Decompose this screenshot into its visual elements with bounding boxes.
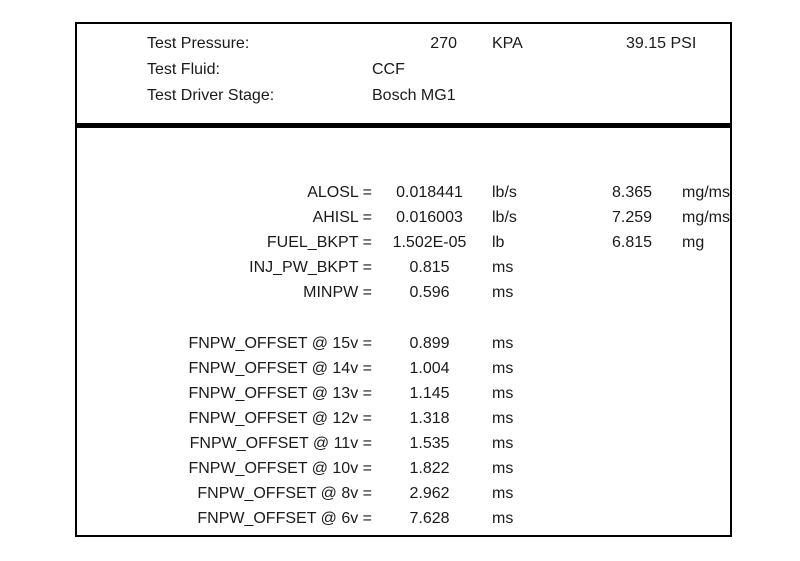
- fnpw-offset-11v-value: 1.535: [409, 435, 450, 452]
- param-row-minpw: MINPW = 0.596 ms: [77, 280, 730, 305]
- ahisl-label: AHISL =: [312, 209, 372, 226]
- fnpw-offset-6v-label: FNPW_OFFSET @ 6v =: [197, 510, 372, 527]
- ahisl-value: 0.016003: [396, 209, 463, 226]
- ahisl-unit: lb/s: [492, 209, 517, 226]
- ahisl-alt-value: 7.259: [612, 209, 653, 226]
- alosl-unit: lb/s: [492, 184, 517, 201]
- fnpw-offset-8v-value: 2.962: [409, 485, 450, 502]
- test-driver-stage-value: Bosch MG1: [372, 87, 456, 104]
- fnpw-offset-6v-value: 7.628: [409, 510, 450, 527]
- offset-row-10v: FNPW_OFFSET @ 10v = 1.822 ms: [77, 456, 730, 481]
- fnpw-offset-13v-value: 1.145: [409, 385, 450, 402]
- fnpw-offset-15v-unit: ms: [492, 335, 514, 352]
- fnpw-offset-12v-label: FNPW_OFFSET @ 12v =: [188, 410, 372, 427]
- test-driver-stage-label: Test Driver Stage:: [147, 87, 275, 104]
- fuel-bkpt-label: FUEL_BKPT =: [266, 234, 372, 251]
- fnpw-offset-10v-label: FNPW_OFFSET @ 10v =: [188, 460, 372, 477]
- inj-pw-bkpt-label: INJ_PW_BKPT =: [249, 259, 372, 276]
- ahisl-alt-unit: mg/ms: [682, 209, 730, 226]
- fuel-bkpt-alt-unit: mg: [682, 234, 705, 251]
- fnpw-offset-6v-unit: ms: [492, 510, 514, 527]
- fuel-bkpt-unit: lb: [492, 234, 505, 251]
- param-row-inj-pw-bkpt: INJ_PW_BKPT = 0.815 ms: [77, 255, 730, 280]
- test-fluid-row: Test Fluid: CCF: [77, 57, 730, 83]
- fnpw-offsets-section: FNPW_OFFSET @ 15v = 0.899 ms FNPW_OFFSET…: [77, 331, 730, 531]
- test-info-section: Test Pressure: 270 KPA 39.15 PSI Test Fl…: [77, 24, 730, 109]
- alosl-label: ALOSL =: [307, 184, 372, 201]
- test-pressure-row: Test Pressure: 270 KPA 39.15 PSI: [77, 31, 730, 57]
- inj-pw-bkpt-value: 0.815: [409, 259, 450, 276]
- offset-row-15v: FNPW_OFFSET @ 15v = 0.899 ms: [77, 331, 730, 356]
- fnpw-offset-14v-unit: ms: [492, 360, 514, 377]
- test-fluid-value: CCF: [372, 61, 405, 78]
- fnpw-offset-11v-unit: ms: [492, 435, 514, 452]
- thick-divider-rule: [77, 123, 730, 128]
- fnpw-offset-13v-label: FNPW_OFFSET @ 13v =: [188, 385, 372, 402]
- offset-row-6v: FNPW_OFFSET @ 6v = 7.628 ms: [77, 506, 730, 531]
- offset-row-13v: FNPW_OFFSET @ 13v = 1.145 ms: [77, 381, 730, 406]
- fnpw-offset-12v-unit: ms: [492, 410, 514, 427]
- param-row-alosl: ALOSL = 0.018441 lb/s 8.365 mg/ms: [77, 180, 730, 205]
- fnpw-offset-10v-value: 1.822: [409, 460, 450, 477]
- offset-row-12v: FNPW_OFFSET @ 12v = 1.318 ms: [77, 406, 730, 431]
- param-row-ahisl: AHISL = 0.016003 lb/s 7.259 mg/ms: [77, 205, 730, 230]
- minpw-unit: ms: [492, 284, 514, 301]
- fnpw-offset-14v-value: 1.004: [409, 360, 450, 377]
- fnpw-offset-11v-label: FNPW_OFFSET @ 11v =: [189, 435, 372, 452]
- test-driver-stage-row: Test Driver Stage: Bosch MG1: [77, 83, 730, 109]
- fnpw-offset-10v-unit: ms: [492, 460, 514, 477]
- fuel-bkpt-alt-value: 6.815: [612, 234, 653, 251]
- fnpw-offset-8v-label: FNPW_OFFSET @ 8v =: [197, 485, 372, 502]
- fnpw-offset-14v-label: FNPW_OFFSET @ 14v =: [188, 360, 372, 377]
- test-pressure-alt-value: 39.15 PSI: [626, 35, 697, 52]
- alosl-alt-value: 8.365: [612, 184, 653, 201]
- fnpw-offset-8v-unit: ms: [492, 485, 514, 502]
- offset-row-14v: FNPW_OFFSET @ 14v = 1.004 ms: [77, 356, 730, 381]
- alosl-alt-unit: mg/ms: [682, 184, 730, 201]
- param-row-fuel-bkpt: FUEL_BKPT = 1.502E-05 lb 6.815 mg: [77, 230, 730, 255]
- parameters-section: ALOSL = 0.018441 lb/s 8.365 mg/ms AHISL …: [77, 180, 730, 305]
- test-pressure-unit: KPA: [492, 35, 523, 52]
- fnpw-offset-15v-value: 0.899: [409, 335, 450, 352]
- minpw-value: 0.596: [409, 284, 450, 301]
- test-pressure-value: 270: [430, 35, 457, 52]
- alosl-value: 0.018441: [396, 184, 463, 201]
- fnpw-offset-13v-unit: ms: [492, 385, 514, 402]
- offset-row-8v: FNPW_OFFSET @ 8v = 2.962 ms: [77, 481, 730, 506]
- fnpw-offset-15v-label: FNPW_OFFSET @ 15v =: [188, 335, 372, 352]
- test-fluid-label: Test Fluid:: [147, 61, 220, 78]
- inj-pw-bkpt-unit: ms: [492, 259, 514, 276]
- minpw-label: MINPW =: [303, 284, 372, 301]
- test-pressure-label: Test Pressure:: [147, 35, 250, 52]
- fnpw-offset-12v-value: 1.318: [409, 410, 450, 427]
- injector-test-report-sheet: Test Pressure: 270 KPA 39.15 PSI Test Fl…: [75, 22, 732, 537]
- offset-row-11v: FNPW_OFFSET @ 11v = 1.535 ms: [77, 431, 730, 456]
- fuel-bkpt-value: 1.502E-05: [392, 234, 467, 251]
